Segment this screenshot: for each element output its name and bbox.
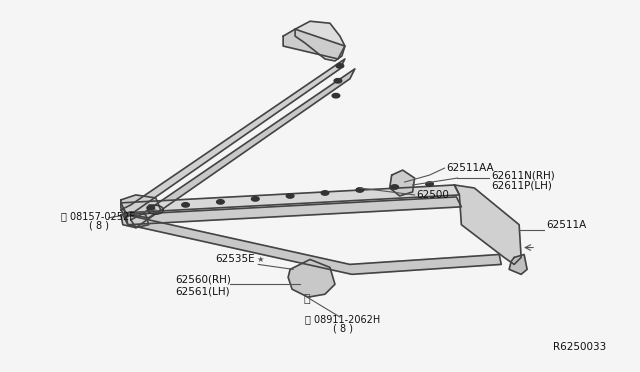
Polygon shape (121, 59, 345, 218)
Text: ★: ★ (257, 255, 264, 264)
Polygon shape (283, 29, 345, 59)
Circle shape (391, 185, 399, 189)
Polygon shape (454, 185, 521, 264)
Circle shape (321, 191, 329, 195)
Circle shape (332, 93, 340, 98)
Circle shape (334, 78, 342, 83)
Polygon shape (121, 212, 148, 228)
Text: 62611N(RH): 62611N(RH) (492, 170, 555, 180)
Text: 62511A: 62511A (546, 220, 586, 230)
Text: R6250033: R6250033 (554, 342, 607, 352)
Text: 62611P(LH): 62611P(LH) (492, 180, 552, 190)
Text: 62500: 62500 (417, 190, 449, 200)
Circle shape (356, 188, 364, 192)
Text: ( 8 ): ( 8 ) (89, 221, 109, 231)
Circle shape (216, 200, 224, 204)
Polygon shape (131, 69, 355, 228)
Polygon shape (288, 259, 335, 297)
Circle shape (286, 194, 294, 198)
Polygon shape (390, 170, 415, 196)
Polygon shape (123, 197, 461, 225)
Text: 62535E: 62535E (216, 254, 255, 264)
Text: ( 8 ): ( 8 ) (333, 324, 353, 334)
Text: 62511AA: 62511AA (447, 163, 494, 173)
Text: 62560(RH): 62560(RH) (175, 274, 232, 284)
Text: 62561(LH): 62561(LH) (175, 286, 230, 296)
Circle shape (252, 197, 259, 201)
Circle shape (336, 64, 344, 68)
Text: ⒳: ⒳ (304, 294, 310, 304)
Text: Ⓑ 08157-0252F: Ⓑ 08157-0252F (61, 211, 135, 221)
Text: ⒳ 08911-2062H: ⒳ 08911-2062H (305, 314, 380, 324)
Polygon shape (121, 185, 460, 213)
Text: Ⓑ: Ⓑ (147, 204, 154, 214)
Circle shape (147, 206, 155, 210)
Circle shape (182, 203, 189, 207)
Polygon shape (126, 215, 501, 274)
Polygon shape (509, 254, 527, 274)
Polygon shape (295, 21, 345, 61)
Circle shape (426, 182, 433, 186)
Polygon shape (121, 195, 161, 218)
